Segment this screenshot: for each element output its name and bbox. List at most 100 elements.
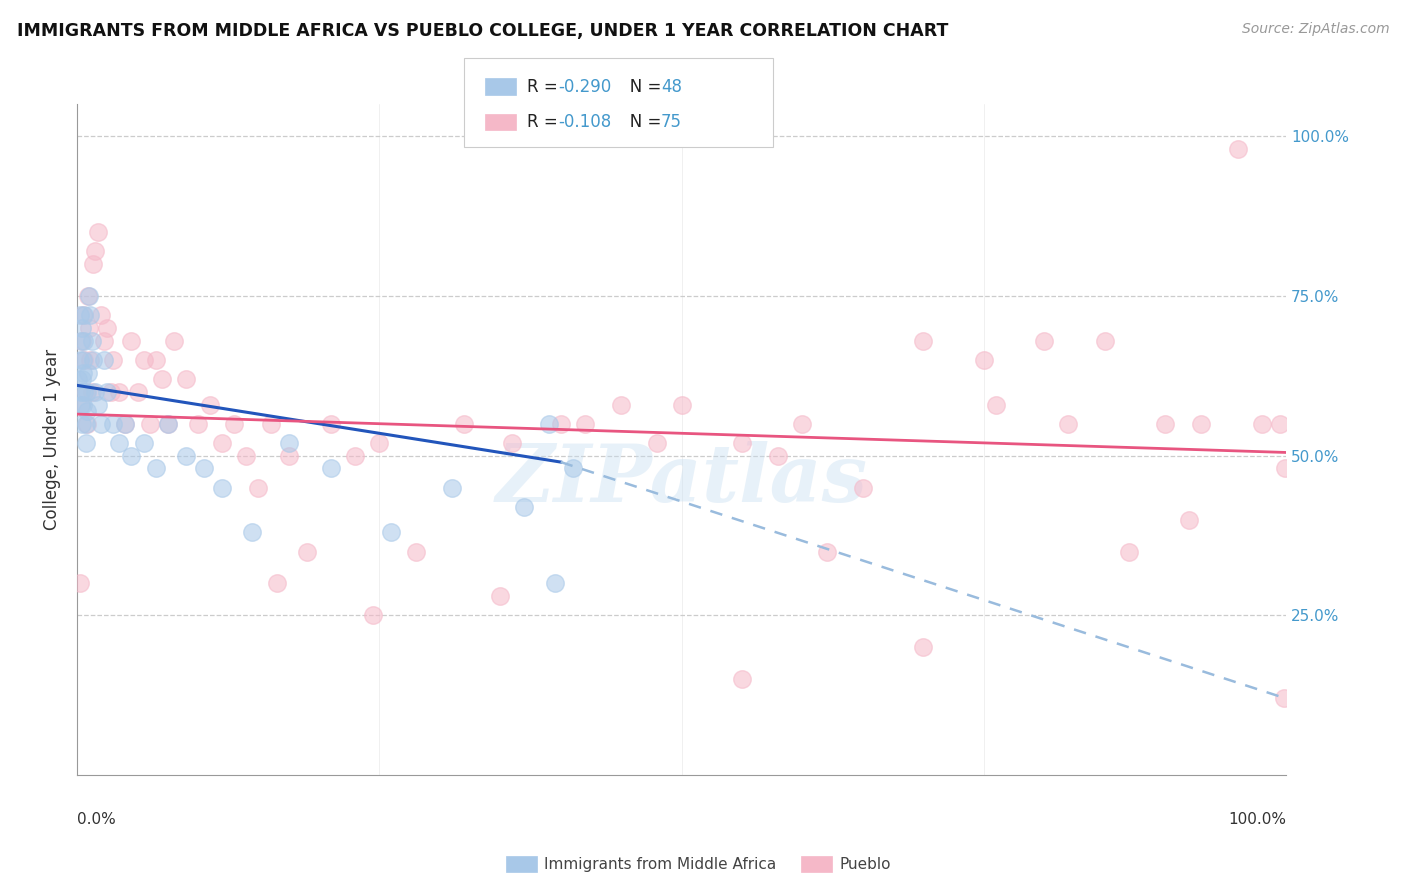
Point [1268, 417, 1291, 431]
Point [70, 321, 93, 335]
Text: N =: N = [614, 78, 666, 95]
Point [77, 366, 100, 380]
Point [731, 673, 754, 687]
Point [731, 435, 754, 450]
Point [187, 417, 209, 431]
Point [574, 417, 596, 431]
Point [319, 461, 342, 475]
Point [1250, 417, 1272, 431]
Point [235, 449, 257, 463]
Point [69, 398, 91, 412]
Text: 75: 75 [661, 113, 682, 131]
Point [163, 334, 186, 348]
Text: -0.108: -0.108 [558, 113, 612, 131]
Point [96, 384, 118, 399]
Text: 48: 48 [661, 78, 682, 95]
Point [70, 372, 93, 386]
Point [108, 435, 131, 450]
Point [73, 384, 96, 399]
Point [242, 525, 264, 540]
Point [67, 372, 90, 386]
Point [344, 449, 367, 463]
Point [96, 321, 118, 335]
Point [145, 352, 167, 367]
Point [277, 435, 299, 450]
Point [75, 435, 97, 450]
Point [138, 417, 160, 431]
Point [259, 417, 281, 431]
Point [75, 417, 97, 431]
Point [90, 417, 112, 431]
Point [150, 372, 173, 386]
Point [1094, 334, 1116, 348]
Point [73, 308, 96, 322]
Point [69, 308, 91, 322]
Point [69, 384, 91, 399]
Point [440, 481, 463, 495]
Point [93, 352, 115, 367]
Point [69, 334, 91, 348]
Point [792, 417, 814, 431]
Point [80, 384, 103, 399]
Point [86, 398, 108, 412]
Point [1033, 334, 1056, 348]
Point [77, 289, 100, 303]
Point [156, 417, 179, 431]
Point [368, 435, 391, 450]
Point [70, 334, 93, 348]
Point [82, 257, 104, 271]
Point [93, 334, 115, 348]
Point [973, 352, 995, 367]
Text: Source: ZipAtlas.com: Source: ZipAtlas.com [1241, 22, 1389, 37]
Text: Immigrants from Middle Africa: Immigrants from Middle Africa [544, 857, 776, 871]
Point [912, 640, 935, 655]
Point [405, 544, 427, 558]
Text: IMMIGRANTS FROM MIDDLE AFRICA VS PUEBLO COLLEGE, UNDER 1 YEAR CORRELATION CHART: IMMIGRANTS FROM MIDDLE AFRICA VS PUEBLO … [17, 22, 948, 40]
Point [193, 461, 215, 475]
Text: 100.0%: 100.0% [1227, 812, 1286, 827]
Point [132, 352, 155, 367]
Point [79, 308, 101, 322]
Point [76, 384, 98, 399]
Point [815, 544, 838, 558]
Point [361, 608, 384, 623]
Point [174, 372, 197, 386]
Point [70, 417, 93, 431]
Point [537, 417, 560, 431]
Point [75, 384, 97, 399]
Y-axis label: College, Under 1 year: College, Under 1 year [44, 349, 60, 530]
Text: -0.290: -0.290 [558, 78, 612, 95]
Point [73, 334, 96, 348]
Point [671, 398, 693, 412]
Point [69, 352, 91, 367]
Text: R =: R = [527, 113, 564, 131]
Point [84, 244, 107, 259]
Point [72, 398, 94, 412]
Point [1189, 417, 1212, 431]
Point [121, 449, 143, 463]
Point [80, 334, 103, 348]
Point [380, 525, 402, 540]
Point [174, 449, 197, 463]
Point [550, 417, 572, 431]
Point [266, 576, 288, 591]
Point [79, 352, 101, 367]
Point [127, 384, 149, 399]
Point [1178, 512, 1201, 526]
Point [247, 481, 270, 495]
Point [114, 417, 136, 431]
Point [103, 417, 125, 431]
Point [211, 435, 233, 450]
Point [69, 398, 91, 412]
Point [82, 352, 104, 367]
Point [912, 334, 935, 348]
Point [69, 576, 91, 591]
Point [543, 576, 565, 591]
Point [72, 308, 94, 322]
Point [76, 417, 98, 431]
Point [768, 449, 790, 463]
Point [103, 352, 125, 367]
Text: N =: N = [614, 113, 666, 131]
Point [489, 589, 512, 603]
Point [132, 435, 155, 450]
